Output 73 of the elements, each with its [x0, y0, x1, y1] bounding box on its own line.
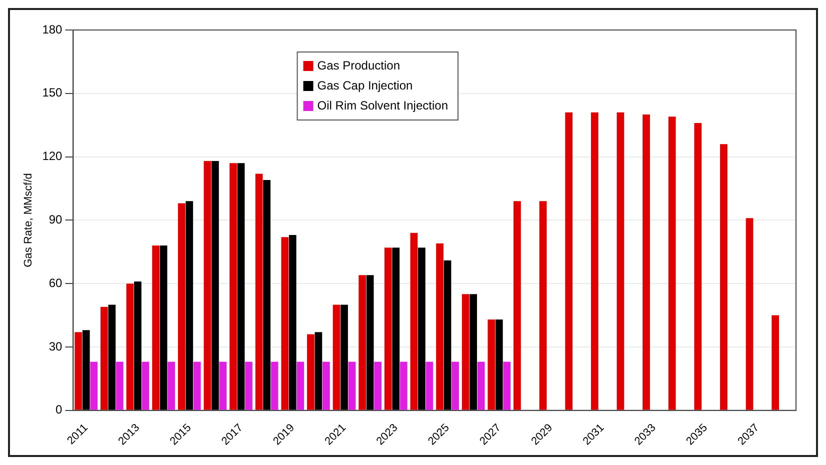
- bar: [126, 284, 134, 410]
- y-tick-label: 0: [56, 402, 63, 417]
- bar: [82, 330, 90, 410]
- bar: [142, 362, 150, 410]
- bar: [116, 362, 124, 410]
- bar: [270, 362, 278, 410]
- legend-label: Gas Production: [317, 58, 400, 72]
- bar: [74, 332, 82, 410]
- bar: [358, 275, 366, 410]
- y-tick-label: 60: [48, 276, 63, 290]
- bar: [462, 294, 470, 410]
- y-tick-label: 30: [48, 339, 63, 354]
- bar: [322, 362, 330, 410]
- bar: [212, 161, 219, 410]
- bar: [668, 116, 676, 410]
- bar: [245, 362, 252, 410]
- bar: [514, 201, 521, 410]
- bar: [444, 260, 452, 410]
- bar: [307, 334, 314, 410]
- bar: [477, 362, 485, 410]
- y-tick-label: 90: [48, 212, 63, 226]
- bar: [410, 232, 418, 410]
- bar: [452, 362, 459, 410]
- bar: [495, 320, 503, 410]
- bar: [590, 112, 598, 410]
- bar: [565, 112, 573, 410]
- bar: [108, 304, 116, 410]
- y-tick-label: 150: [42, 86, 63, 100]
- legend-label: Gas Cap Injection: [317, 78, 413, 92]
- bar: [616, 112, 624, 410]
- bar: [263, 180, 270, 410]
- bar: [694, 122, 702, 410]
- bar: [204, 161, 212, 410]
- bar: [255, 174, 263, 410]
- bar: [314, 332, 322, 410]
- bar: [219, 362, 227, 410]
- bar: [418, 248, 426, 410]
- bar: [470, 294, 478, 410]
- bar: [152, 246, 160, 410]
- bar: [332, 304, 340, 410]
- bar: [539, 201, 547, 410]
- bar: [366, 275, 374, 410]
- bar: [186, 201, 194, 410]
- bar: [178, 203, 186, 410]
- legend-label: Oil Rim Solvent Injection: [317, 98, 448, 112]
- bar: [160, 246, 168, 410]
- bar: [348, 362, 356, 410]
- y-tick-label: 120: [42, 149, 63, 164]
- bar: [426, 362, 434, 410]
- bar: [374, 362, 382, 410]
- bar: [281, 237, 289, 410]
- bar: [384, 248, 392, 410]
- bar: [746, 218, 754, 410]
- bar: [288, 234, 296, 410]
- bar: [100, 306, 108, 410]
- bar: [230, 163, 237, 410]
- bar: [90, 362, 98, 410]
- bar: [400, 362, 408, 410]
- bar: [168, 362, 175, 410]
- bar: [237, 163, 245, 410]
- bar: [772, 315, 780, 410]
- bar: [720, 144, 728, 410]
- bar: [193, 362, 201, 410]
- bar: [503, 362, 511, 410]
- bar: [436, 243, 444, 410]
- bar: [134, 281, 142, 410]
- bar: [392, 248, 400, 410]
- bar: [488, 320, 496, 410]
- bar: [642, 114, 650, 410]
- y-axis-title: Gas Rate, MMscf/d: [22, 173, 35, 268]
- bar: [340, 304, 348, 410]
- bar: [296, 362, 304, 410]
- y-tick-label: 180: [42, 22, 63, 36]
